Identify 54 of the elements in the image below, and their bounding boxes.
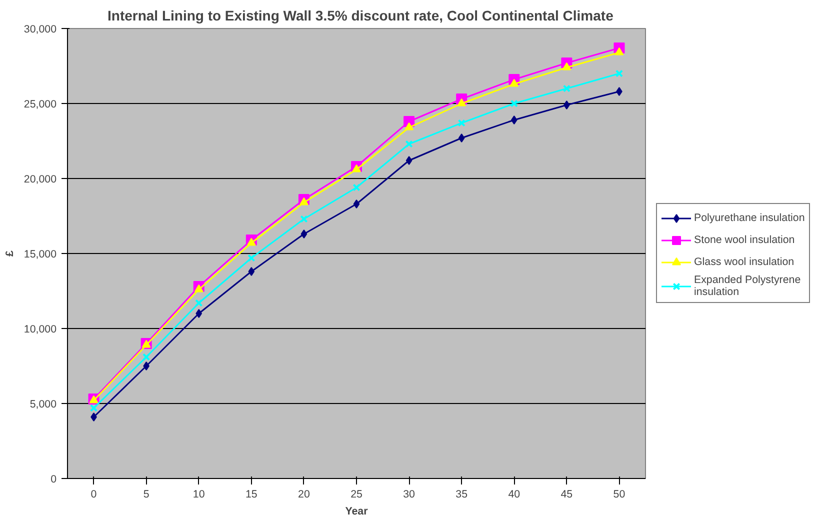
point [248, 267, 255, 276]
point [510, 78, 519, 87]
y-tick-label: 20,000 [24, 174, 57, 186]
x-tick-label: 40 [508, 488, 520, 500]
point [458, 119, 466, 127]
y-tick-label: 30,000 [24, 24, 57, 36]
point [458, 134, 465, 142]
point [352, 164, 361, 172]
x-tick-label: 10 [192, 488, 205, 500]
point [195, 299, 203, 307]
x-tick-label: 5 [143, 488, 150, 500]
point [564, 100, 570, 110]
point [405, 140, 413, 148]
legend-label: Expanded Polystyrene insulation [694, 274, 801, 298]
x-tick-label: 50 [613, 488, 626, 500]
point [510, 116, 518, 124]
point [353, 200, 360, 208]
x-tick-label: 20 [298, 488, 310, 500]
x-tick-label: 30 [403, 488, 416, 500]
x-tick-label: 45 [560, 488, 573, 500]
x-tick-label: 25 [350, 488, 362, 500]
point [614, 47, 624, 56]
legend-label: Glass wool insulation [694, 256, 794, 268]
legend-label: Stone wool insulation [694, 234, 795, 246]
point [352, 184, 360, 192]
point [562, 84, 571, 92]
point [406, 156, 412, 165]
x-tick-label: 15 [245, 488, 258, 500]
x-tick-label: 35 [456, 488, 468, 500]
point [299, 197, 308, 206]
point [616, 87, 622, 96]
y-tick-label: 5,000 [30, 398, 57, 410]
point [90, 412, 97, 422]
point [562, 62, 572, 70]
y-tick-label: 25,000 [24, 98, 57, 110]
y-tick-label: 15,000 [24, 248, 57, 260]
legend-label: Polyurethane insulation [694, 212, 805, 224]
y-tick-label: 10,000 [24, 324, 57, 336]
point [300, 215, 308, 223]
x-tick-label: 0 [90, 488, 97, 500]
point [143, 362, 150, 370]
point [194, 284, 204, 292]
point [248, 254, 256, 262]
y-tick-label: 0 [50, 474, 57, 486]
x-axis-title: Year [345, 506, 368, 518]
point [246, 238, 256, 246]
point [457, 98, 466, 106]
point [196, 309, 202, 318]
chart-title: Internal Lining to Existing Wall 3.5% discount rate, Cool Continental Climate [108, 8, 614, 24]
y-axis-title: £ [4, 250, 16, 256]
point [510, 100, 518, 108]
point [404, 122, 414, 130]
point [142, 353, 150, 361]
point [300, 230, 308, 238]
